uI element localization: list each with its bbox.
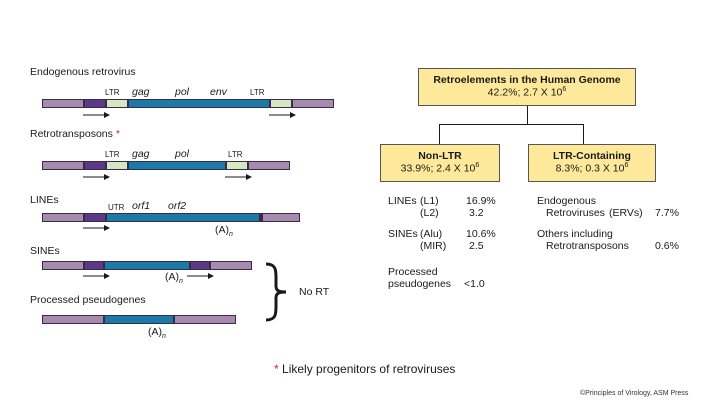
tbl-alu-val: 10.6%	[466, 228, 496, 240]
no-rt-brace	[265, 262, 287, 322]
footnote-text: Likely progenitors of retroviruses	[282, 362, 456, 376]
retro-arrow-left	[83, 174, 110, 180]
lines-utr: UTR	[108, 203, 125, 212]
erv-gag: gag	[132, 86, 150, 98]
sines-arrow-right	[187, 273, 214, 279]
retro-pol: pol	[175, 148, 190, 160]
tbl-mir-val: 2.5	[469, 240, 484, 252]
retro-gag: gag	[132, 148, 150, 160]
tbl-pp-val: <1.0	[464, 278, 485, 290]
tbl-l1-val: 16.9%	[466, 195, 496, 207]
lines-orf1: orf1	[132, 200, 151, 212]
tbl-erv-abbr: (ERVs)	[609, 207, 643, 219]
tbl-other-label2: Retrotransposons	[546, 240, 629, 252]
lines-title: LINEs	[30, 194, 59, 206]
ltrc-sub: 8.3%; 0.3 X 106	[555, 162, 629, 175]
nonltr-box: Non-LTR 33.9%; 2.4 X 106	[380, 144, 500, 182]
root-sub: 42.2%; 2.7 X 106	[487, 86, 567, 99]
retro-title: Retrotransposons *	[30, 128, 120, 140]
erv-arrow-right	[269, 112, 296, 118]
erv-pol: pol	[175, 86, 190, 98]
tbl-l1-label: (L1)	[420, 195, 439, 207]
tbl-erv-label1: Endogenous	[537, 195, 596, 207]
retro-diagram	[42, 161, 290, 170]
tbl-l2-label: (L2)	[420, 207, 439, 219]
tbl-pp-label1: Processed	[388, 266, 438, 278]
erv-ltr-right: LTR	[250, 88, 265, 97]
lines-arrow	[83, 225, 110, 231]
retro-ltr-left: LTR	[105, 150, 120, 159]
erv-env: env	[210, 86, 227, 98]
nonltr-title: Non-LTR	[418, 150, 462, 162]
erv-title: Endogenous retrovirus	[30, 66, 136, 78]
retro-star: *	[115, 128, 120, 140]
ltrc-title: LTR-Containing	[553, 150, 631, 162]
tree-bar	[439, 124, 584, 125]
lines-orf2: orf2	[168, 200, 187, 212]
tbl-sines-label: SINEs	[388, 228, 418, 240]
erv-arrow-left	[83, 112, 110, 118]
pseudo-diagram	[42, 315, 236, 324]
sines-diagram	[42, 261, 252, 270]
erv-ltr-left: LTR	[105, 88, 120, 97]
pseudo-title: Processed pseudogenes	[30, 294, 146, 306]
no-rt-label: No RT	[299, 286, 330, 298]
tree-left-drop	[439, 124, 440, 144]
retro-arrow-right	[225, 174, 252, 180]
tbl-erv-label2: Retroviruses	[546, 207, 605, 219]
nonltr-sub: 33.9%; 2.4 X 106	[400, 162, 480, 175]
credit: ©Principles of Virology, ASM Press	[580, 390, 689, 397]
tree-right-drop	[583, 124, 584, 144]
root-box: Retroelements in the Human Genome 42.2%;…	[418, 68, 636, 106]
tbl-l2-val: 3.2	[469, 207, 484, 219]
sines-polya: (A)n	[165, 271, 183, 286]
pseudo-polya: (A)n	[148, 326, 166, 341]
ltrc-box: LTR-Containing 8.3%; 0.3 X 106	[528, 144, 656, 182]
erv-diagram	[42, 99, 334, 108]
tbl-pp-label2: pseudogenes	[388, 278, 452, 290]
tbl-mir-label: (MIR)	[420, 240, 447, 252]
retro-ltr-right: LTR	[228, 150, 243, 159]
tbl-lines-label: LINEs	[388, 195, 417, 207]
tree-stem	[527, 106, 528, 124]
tbl-other-label1: Others including	[537, 228, 613, 240]
tbl-alu-label: (Alu)	[420, 228, 443, 240]
footnote: * Likely progenitors of retroviruses	[274, 362, 455, 376]
lines-diagram	[42, 213, 300, 222]
root-title: Retroelements in the Human Genome	[433, 74, 621, 86]
sines-arrow-left	[83, 273, 110, 279]
sines-title: SINEs	[30, 245, 60, 257]
tbl-erv-val: 7.7%	[655, 207, 679, 219]
lines-polya: (A)n	[215, 224, 233, 239]
footnote-star: *	[274, 362, 279, 376]
tbl-other-val: 0.6%	[655, 240, 679, 252]
